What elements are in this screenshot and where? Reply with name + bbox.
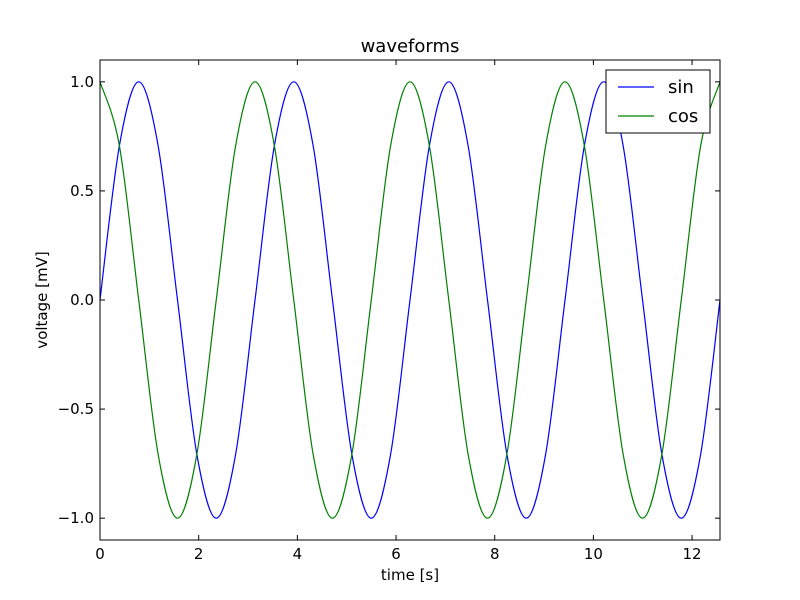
y-tick-label: 1.0 <box>70 73 94 91</box>
y-tick-label: 0.5 <box>70 182 94 200</box>
x-tick-label: 8 <box>490 545 500 563</box>
y-tick-label: −1.0 <box>58 509 94 527</box>
x-tick-label: 6 <box>391 545 401 563</box>
legend-label-cos: cos <box>668 106 698 127</box>
x-tick-label: 12 <box>683 545 702 563</box>
series-line-cos <box>99 81 721 519</box>
ticks-layer: 0 2 4 6 8 10 12 −1.0 −0.5 0.0 0.5 1.0 <box>58 60 720 563</box>
y-tick-label: 0.0 <box>70 291 94 309</box>
x-tick-label: 4 <box>293 545 303 563</box>
x-axis-label: time [s] <box>381 566 439 584</box>
chart-title: waveforms <box>361 36 460 57</box>
y-tick-label: −0.5 <box>58 400 94 418</box>
x-tick-label: 10 <box>584 545 603 563</box>
x-tick-label: 2 <box>194 545 204 563</box>
legend-label-sin: sin <box>668 77 694 98</box>
legend: sin cos <box>605 69 711 134</box>
x-tick-label: 0 <box>95 545 105 563</box>
y-axis-label: voltage [mV] <box>33 251 51 348</box>
legend-box <box>605 69 711 134</box>
